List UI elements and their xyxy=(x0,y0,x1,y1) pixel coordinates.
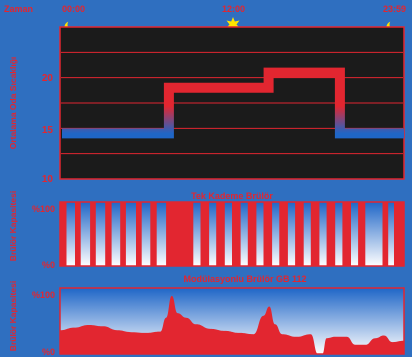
burner-on-bar xyxy=(382,202,389,266)
burner-on-bar xyxy=(216,202,225,266)
burner-on-bar xyxy=(150,202,157,266)
time-end-label: 23:59 xyxy=(383,4,406,14)
y-tick-label: %100 xyxy=(32,204,55,214)
y-tick-label: %100 xyxy=(32,290,55,300)
burner-on-bar xyxy=(279,202,288,266)
single-stage-bars xyxy=(60,202,404,266)
burner-on-bar xyxy=(120,202,126,266)
burner-on-bar xyxy=(342,202,351,266)
modulating-axis-label: Brülör Kapasitesi xyxy=(8,281,18,351)
y-tick-label: 20 xyxy=(42,73,54,84)
time-start-label: 00:00 xyxy=(62,4,85,14)
burner-on-bar xyxy=(310,202,320,266)
burner-on-bar xyxy=(232,202,241,266)
temperature-gridlines xyxy=(61,51,403,155)
burner-on-bar xyxy=(247,202,257,266)
burner-on-bar xyxy=(358,202,366,266)
burner-on-bar xyxy=(394,202,404,266)
modulating-frame xyxy=(59,287,405,355)
y-tick-label: %0 xyxy=(42,347,55,357)
burner-on-bar xyxy=(90,202,96,266)
single-stage-frame xyxy=(59,201,405,267)
zaman-label: Zaman xyxy=(4,4,33,14)
burner-on-bar xyxy=(200,202,210,266)
temperature-series-line xyxy=(62,67,404,139)
burner-on-bar xyxy=(136,202,142,266)
burner-on-bar xyxy=(263,202,273,266)
burner-on-bar xyxy=(75,202,81,266)
burner-on-bar xyxy=(166,202,194,266)
burner-on-bar xyxy=(105,202,112,266)
modulating-capacity-area xyxy=(60,295,404,354)
temperature-axis-label: Ortalama Oda Sıcaklığı xyxy=(8,57,18,150)
burner-on-bar xyxy=(326,202,336,266)
modulating-title: Modülasyonlu Brülör GB 112 xyxy=(183,274,306,284)
burner-on-bar xyxy=(295,202,304,266)
single-stage-title: Tek Kademe Brülör xyxy=(191,191,273,201)
y-tick-label: %0 xyxy=(42,260,55,270)
time-mid-label: 12:00 xyxy=(222,4,245,14)
sun-icon xyxy=(226,17,240,33)
y-tick-label: 15 xyxy=(42,125,54,136)
y-tick-label: 10 xyxy=(42,174,54,185)
burner-on-bar xyxy=(60,202,67,266)
single-stage-axis-label: Brülör Kapasitesi xyxy=(8,191,18,261)
